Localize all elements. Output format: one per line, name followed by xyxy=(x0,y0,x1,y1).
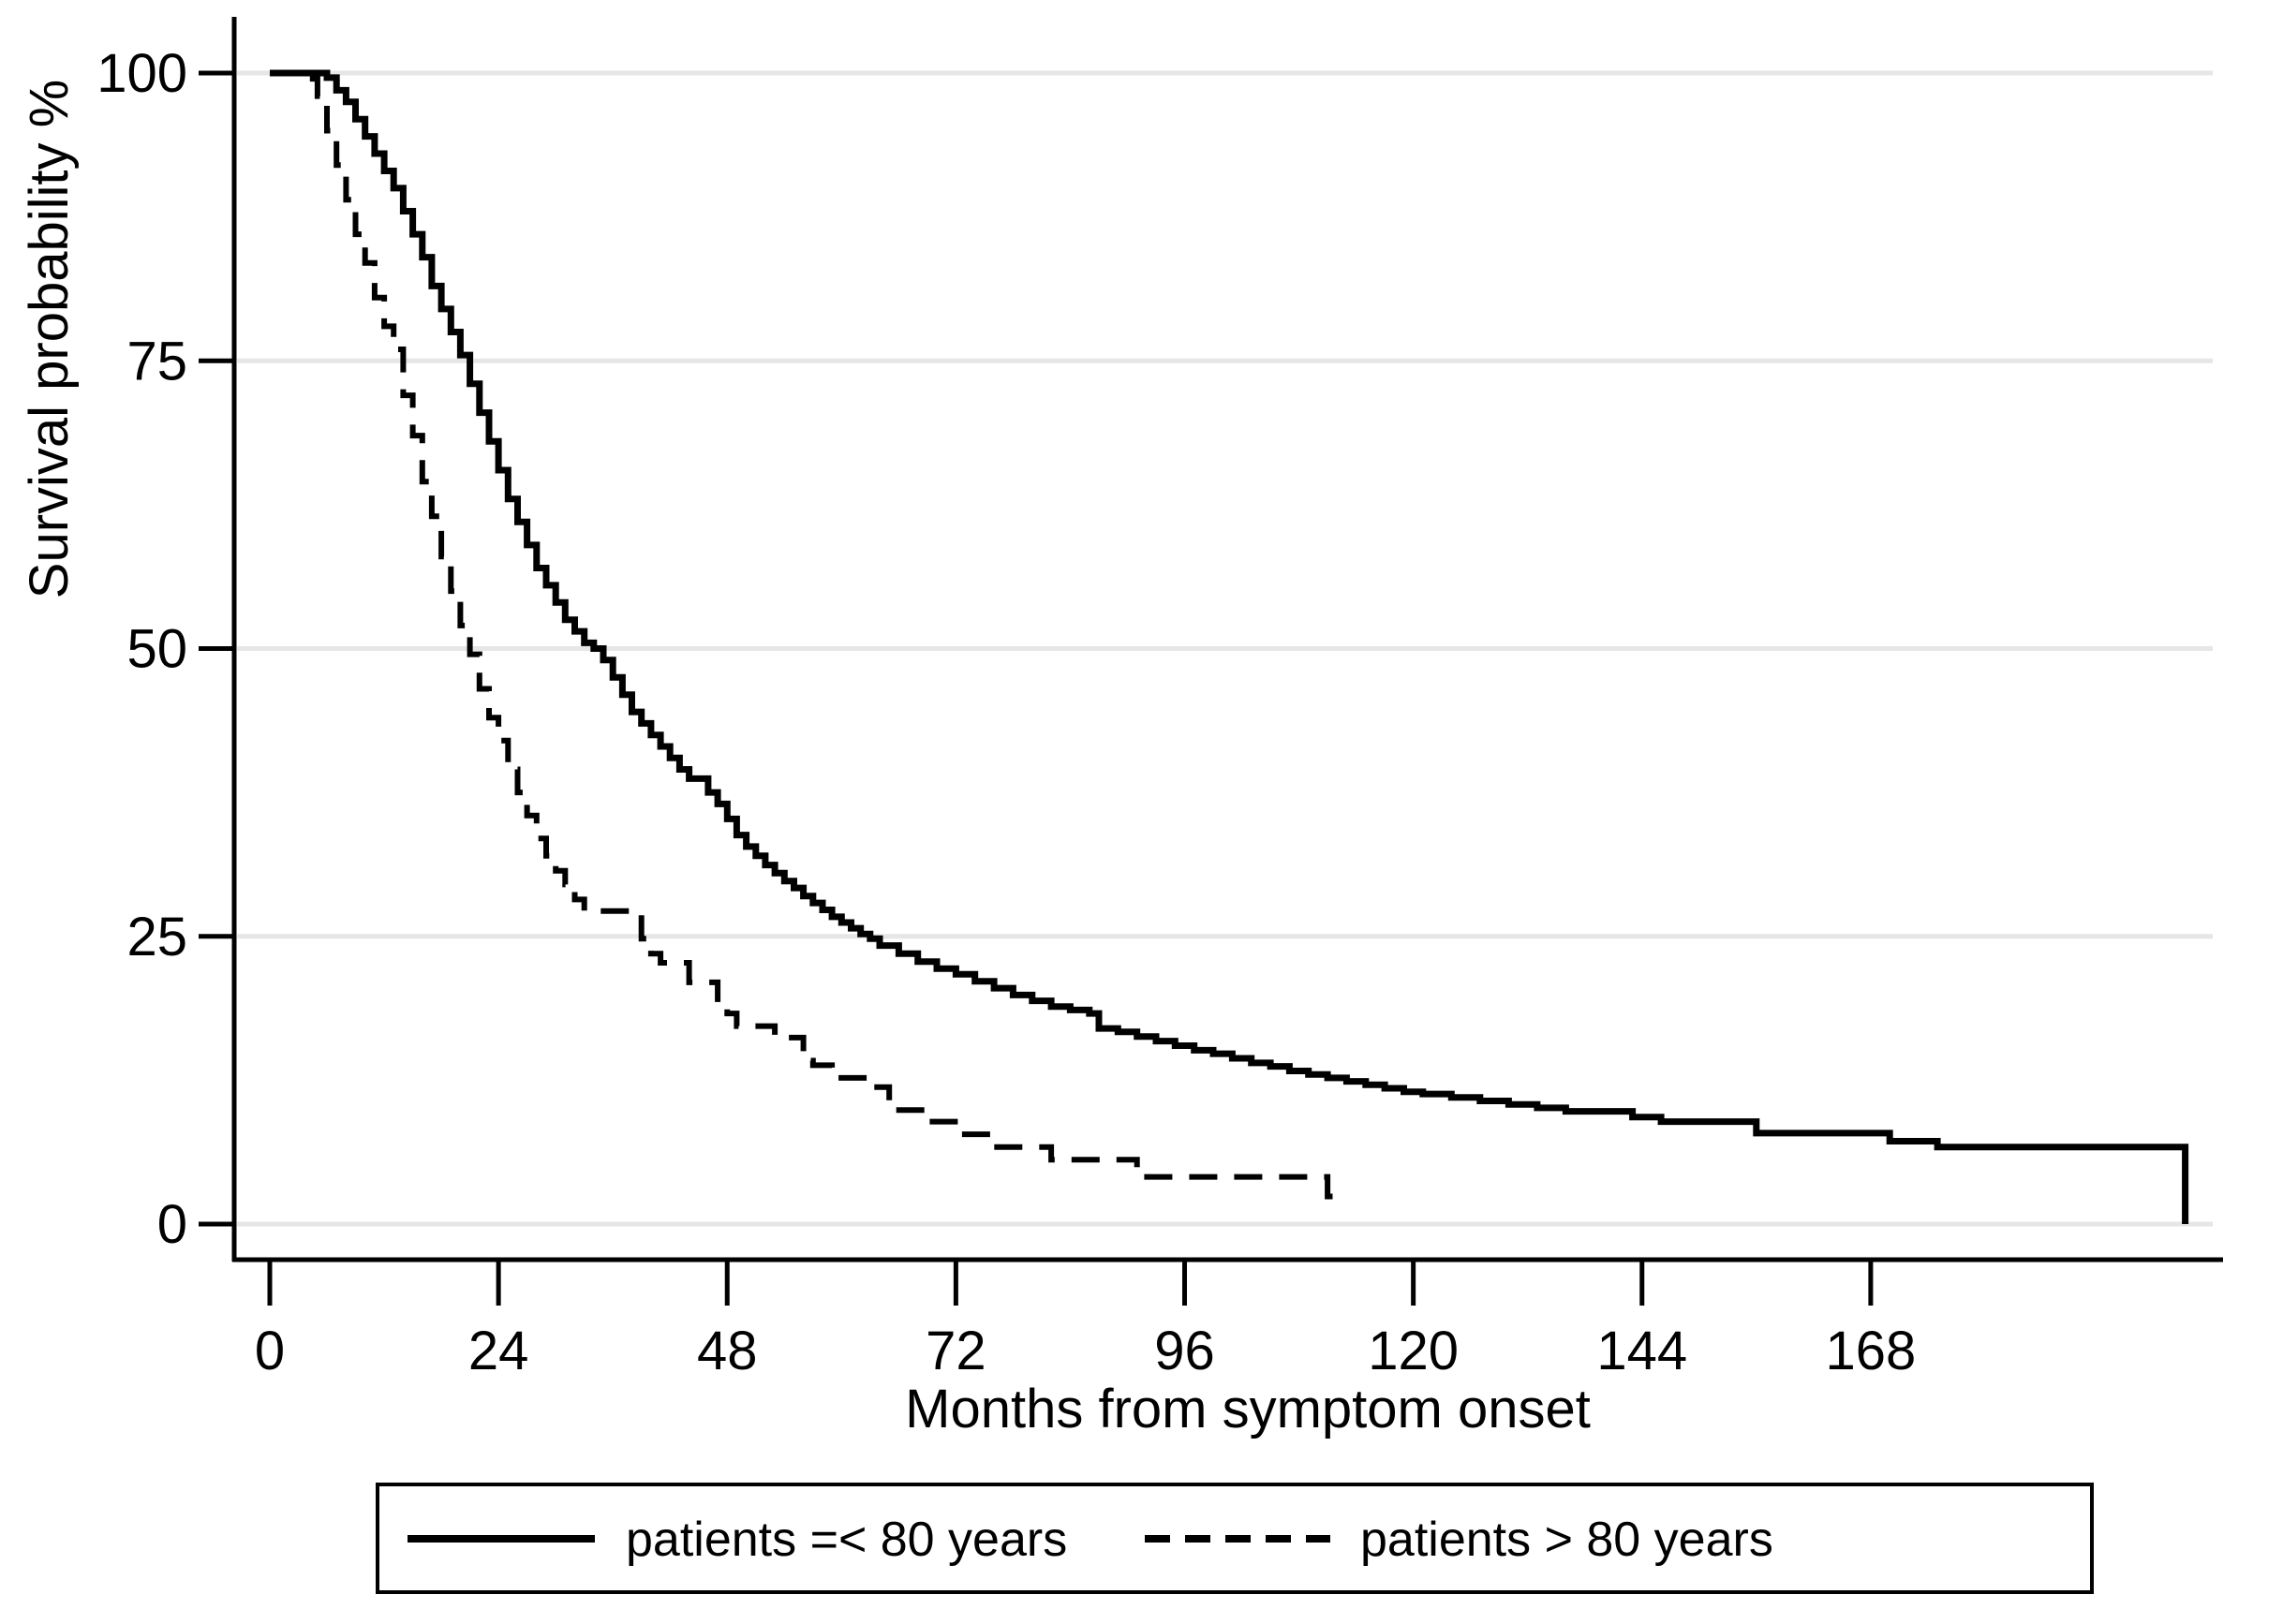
axes xyxy=(231,17,2223,1262)
legend-label-gt-80: patients > 80 years xyxy=(1360,1513,1773,1567)
legend-label-le-80: patients =< 80 years xyxy=(626,1513,1067,1567)
x-tick-label-72: 72 xyxy=(926,1321,986,1381)
x-tick-label-0: 0 xyxy=(255,1321,285,1381)
x-tick-label-96: 96 xyxy=(1154,1321,1215,1381)
x-axis-title: Months from symptom onset xyxy=(905,1379,1591,1439)
x-tick-label-168: 168 xyxy=(1826,1321,1917,1381)
legend: patients =< 80 years patients > 80 years xyxy=(376,1483,2094,1594)
gridlines xyxy=(237,70,2213,1227)
x-tick-label-144: 144 xyxy=(1596,1321,1687,1381)
x-tick-label-120: 120 xyxy=(1368,1321,1459,1381)
y-tick-label-50: 50 xyxy=(126,619,187,680)
curve-patients-gt-80 xyxy=(270,70,1342,1200)
y-axis-ticks xyxy=(199,70,234,1227)
curve-patients-le-80 xyxy=(270,69,2189,1224)
x-axis-tick-labels: 0 24 48 72 96 120 144 168 xyxy=(255,1321,1916,1381)
x-axis-ticks xyxy=(267,1262,1874,1306)
y-axis-title: Survival probability % xyxy=(19,80,80,598)
x-tick-label-48: 48 xyxy=(697,1321,758,1381)
y-tick-label-25: 25 xyxy=(126,907,187,967)
y-tick-label-100: 100 xyxy=(96,43,187,104)
y-axis-tick-labels: 0 25 50 75 100 xyxy=(96,43,187,1255)
y-tick-label-75: 75 xyxy=(126,331,187,391)
y-tick-label-0: 0 xyxy=(157,1194,187,1255)
x-tick-label-24: 24 xyxy=(468,1321,529,1381)
